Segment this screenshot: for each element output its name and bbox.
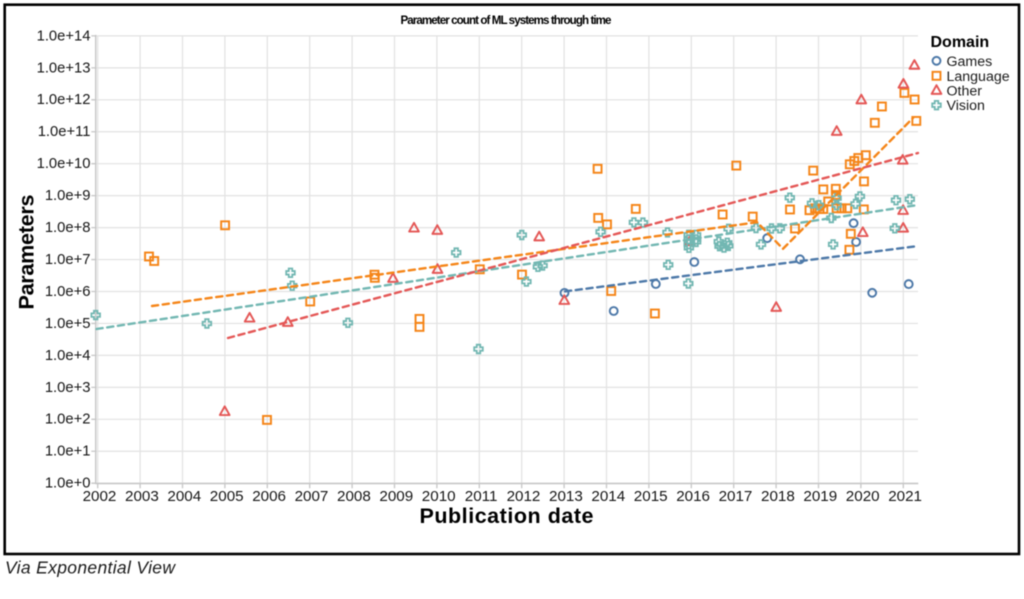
svg-text:Other: Other	[947, 84, 983, 100]
svg-text:2015: 2015	[634, 488, 668, 505]
svg-text:1.0e+7: 1.0e+7	[45, 252, 91, 268]
svg-text:1.0e+8: 1.0e+8	[45, 220, 91, 236]
svg-text:2006: 2006	[252, 488, 286, 505]
svg-text:Via Exponential View: Via Exponential View	[5, 558, 176, 578]
svg-text:1.0e+9: 1.0e+9	[45, 188, 91, 204]
svg-text:1.0e+2: 1.0e+2	[45, 412, 91, 428]
svg-text:1.0e+12: 1.0e+12	[37, 92, 91, 108]
svg-text:Games: Games	[947, 54, 993, 70]
svg-text:2008: 2008	[337, 488, 371, 505]
svg-text:1.0e+1: 1.0e+1	[45, 444, 91, 460]
svg-text:1.0e+4: 1.0e+4	[45, 348, 91, 364]
svg-text:Parameters: Parameters	[15, 194, 39, 309]
svg-text:1.0e+5: 1.0e+5	[45, 316, 91, 332]
svg-text:2009: 2009	[379, 488, 413, 505]
svg-text:2007: 2007	[295, 488, 329, 505]
svg-text:2018: 2018	[761, 488, 795, 505]
svg-text:1.0e+14: 1.0e+14	[37, 28, 91, 44]
svg-text:1.0e+11: 1.0e+11	[38, 124, 91, 140]
svg-text:2020: 2020	[846, 488, 880, 505]
svg-text:2017: 2017	[719, 488, 753, 505]
svg-text:2003: 2003	[125, 488, 159, 505]
svg-text:2019: 2019	[803, 488, 837, 505]
svg-text:1.0e+6: 1.0e+6	[45, 284, 91, 300]
svg-text:Parameter count of ML systems: Parameter count of ML systems through ti…	[401, 14, 613, 27]
svg-text:2016: 2016	[676, 488, 710, 505]
svg-text:2005: 2005	[210, 488, 244, 505]
svg-text:2010: 2010	[422, 488, 456, 505]
svg-text:2011: 2011	[465, 488, 498, 505]
svg-text:Domain: Domain	[931, 34, 990, 51]
svg-text:Publication date: Publication date	[420, 504, 594, 528]
svg-text:2014: 2014	[591, 488, 625, 505]
svg-text:1.0e+3: 1.0e+3	[45, 380, 91, 396]
svg-text:Vision: Vision	[947, 98, 985, 114]
svg-text:2021: 2021	[888, 488, 922, 505]
svg-text:2012: 2012	[507, 488, 541, 505]
svg-text:Language: Language	[947, 69, 1010, 85]
svg-text:1.0e+0: 1.0e+0	[45, 476, 91, 492]
svg-text:1.0e+13: 1.0e+13	[37, 60, 91, 76]
svg-text:2013: 2013	[549, 488, 583, 505]
svg-text:2002: 2002	[83, 488, 117, 505]
svg-text:1.0e+10: 1.0e+10	[37, 156, 91, 172]
svg-text:2004: 2004	[167, 488, 201, 505]
